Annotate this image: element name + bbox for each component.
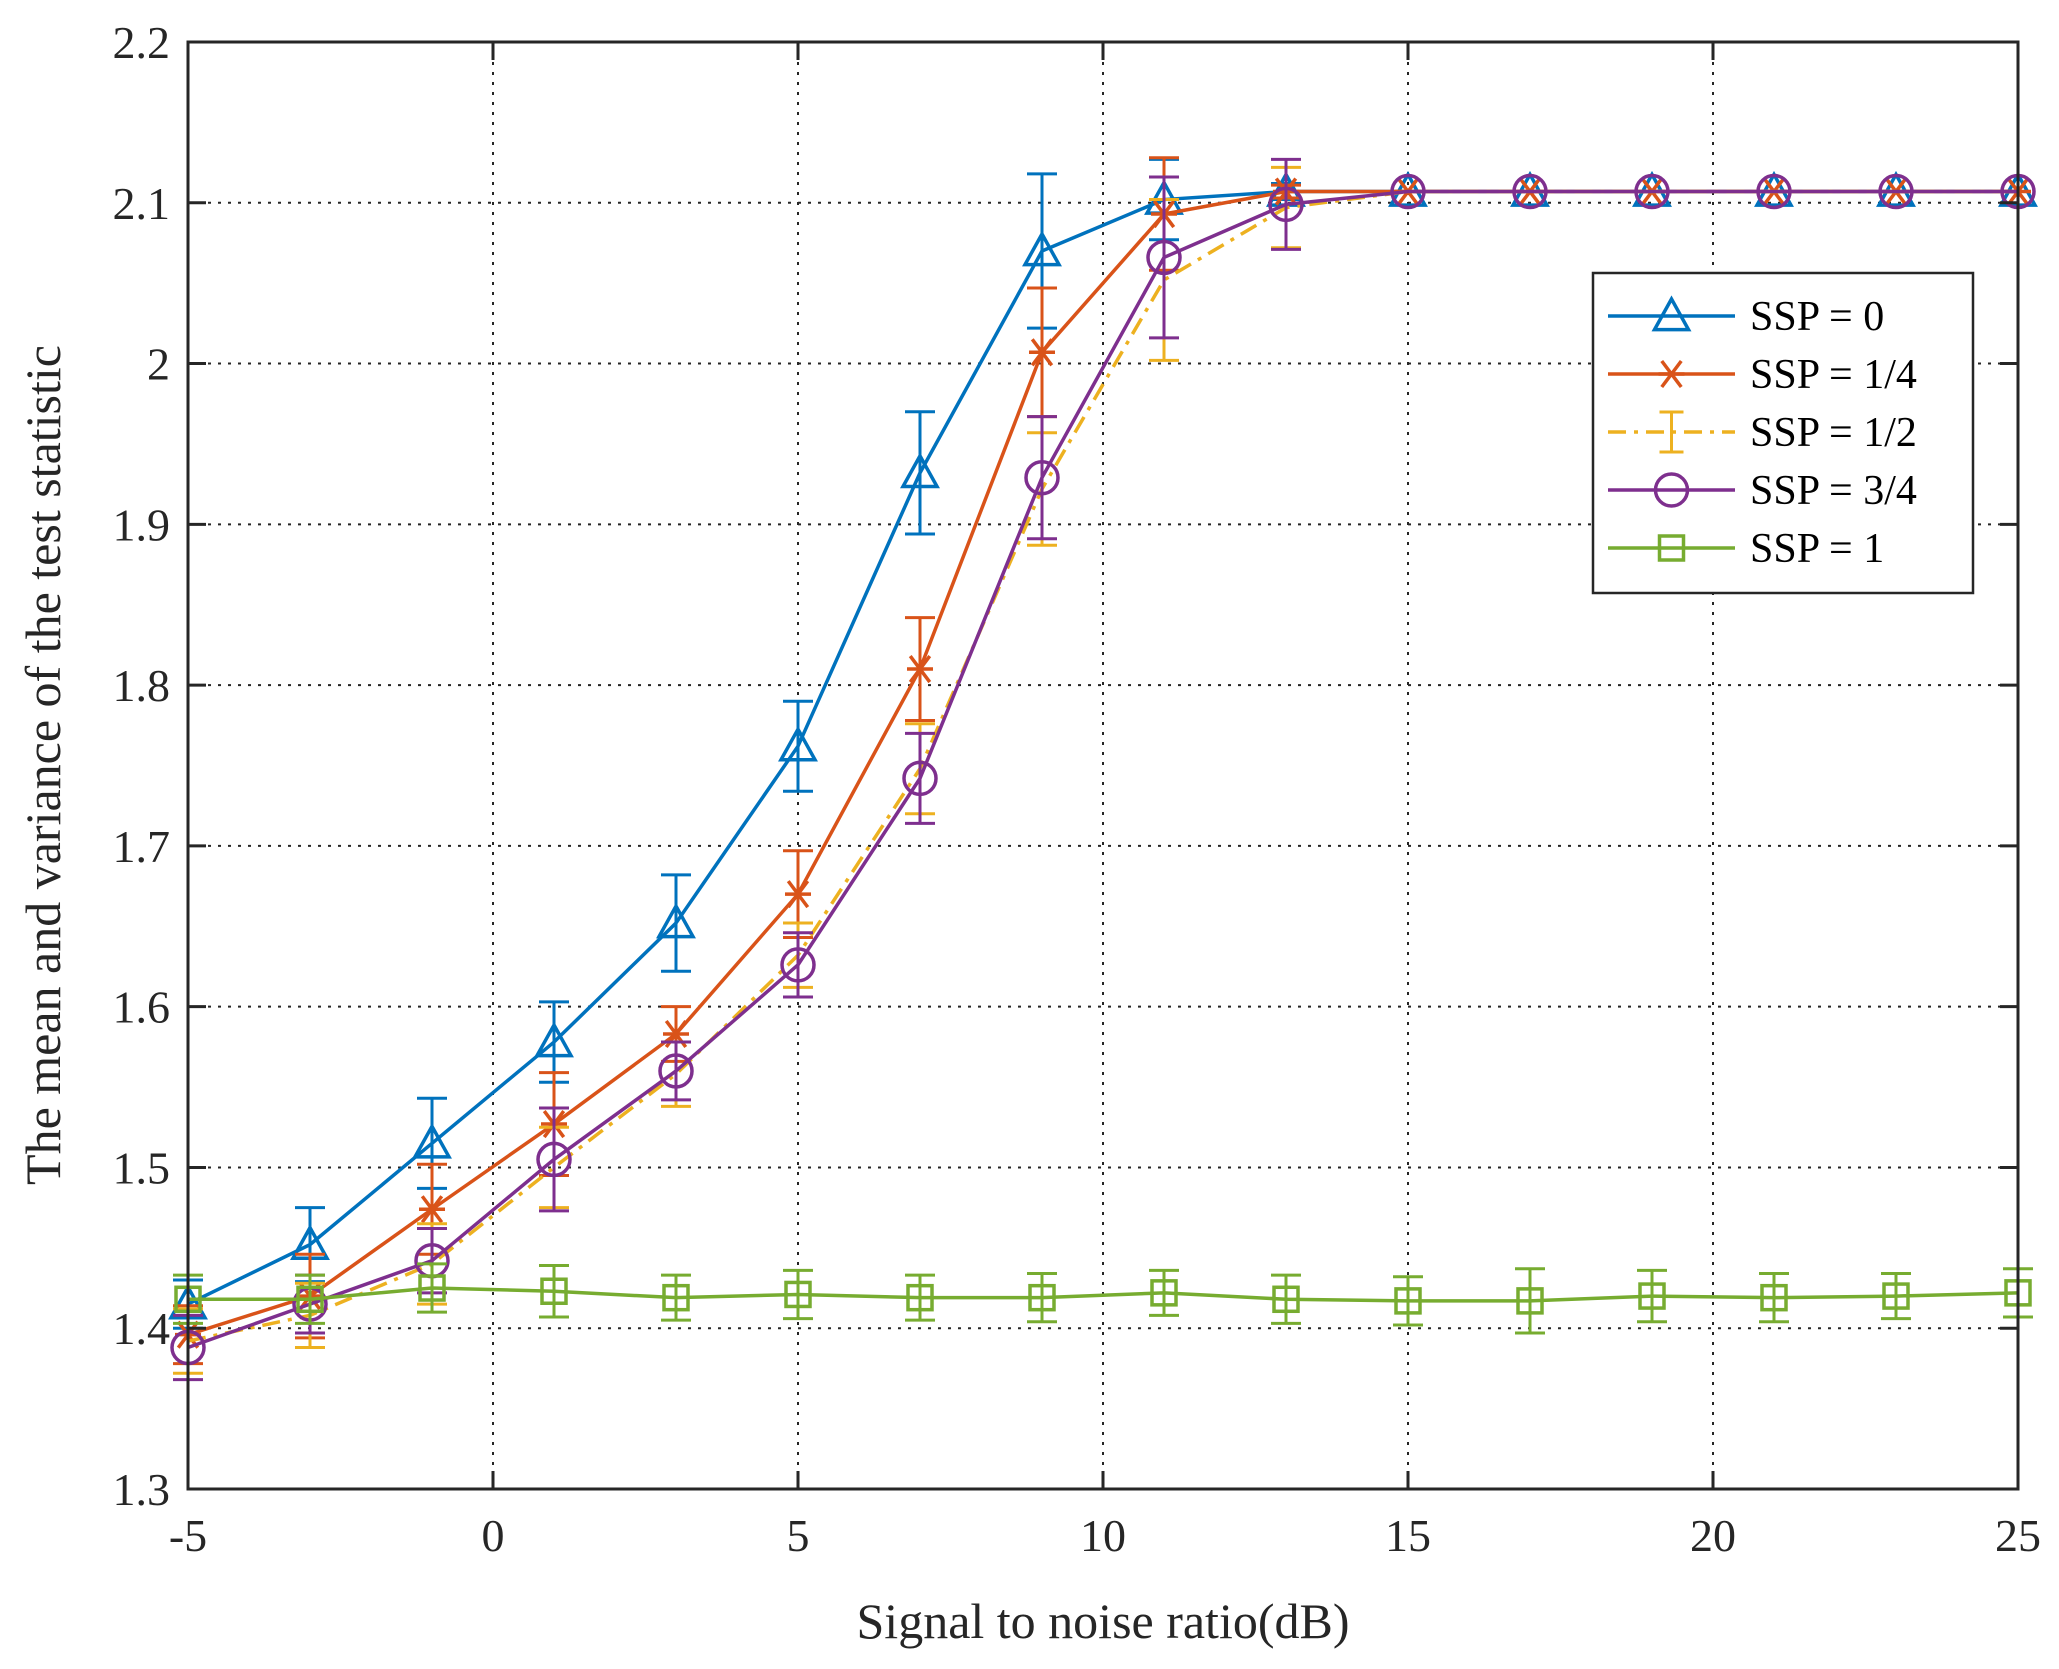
square-marker (662, 1283, 690, 1312)
x-tick-label: 25 (1995, 1510, 2041, 1561)
axis-ticks (186, 40, 2020, 1491)
asterisk-stroke (420, 1195, 444, 1224)
square-marker (784, 1280, 812, 1309)
series-line (187, 189, 2018, 1343)
circle-marker (1146, 239, 1182, 276)
y-tick-label: 1.8 (113, 660, 171, 711)
asterisk-marker (1658, 359, 1685, 389)
square-marker (1657, 534, 1686, 562)
x-tick-label: 0 (482, 1510, 505, 1561)
x-tick-label: 10 (1080, 1510, 1126, 1561)
y-tick-label: 2.2 (113, 17, 171, 68)
asterisk-stroke (1030, 338, 1054, 367)
asterisk-stroke (908, 654, 932, 684)
circle-marker (658, 1053, 694, 1089)
legend-label: SSP = 1/4 (1750, 352, 1917, 398)
y-tick-label: 1.6 (113, 982, 171, 1033)
x-axis-label: Signal to noise ratio(dB) (857, 1593, 1350, 1649)
legend-item: SSP = 3/4 (1608, 468, 1917, 514)
asterisk-stroke (1660, 359, 1683, 389)
triangle-marker (900, 452, 940, 489)
x-tick-label: 20 (1690, 1510, 1736, 1561)
square-marker (540, 1277, 568, 1305)
asterisk-marker (907, 654, 933, 684)
legend-label: SSP = 1/2 (1750, 410, 1917, 456)
legend-label: SSP = 1 (1750, 526, 1884, 572)
x-tick-labels: -5 0 5 10 15 20 25 (169, 1510, 2041, 1561)
circle-marker (1512, 173, 1548, 210)
circle-marker (902, 760, 938, 797)
square-marker (1394, 1287, 1422, 1315)
square-marker (1638, 1282, 1666, 1310)
square-marker (1028, 1283, 1056, 1312)
legend: SSP = 0 SSP = 1/4 SSP = 1/2 SSP = 3/4 SSP = … (1591, 271, 1975, 595)
series-layer (168, 156, 2038, 1382)
x-tick-label: 5 (787, 1510, 810, 1561)
y-axis-label: The mean and variance of the test statis… (15, 345, 71, 1185)
square-marker (1516, 1287, 1544, 1315)
asterisk-marker (1029, 338, 1055, 367)
asterisk-stroke (786, 880, 810, 909)
y-tick-label: 1.9 (113, 499, 171, 550)
square-marker (418, 1274, 446, 1302)
y-tick-labels: 1.3 1.4 1.5 1.6 1.7 1.8 1.9 2 2.1 2.2 (113, 17, 171, 1515)
square-marker (906, 1283, 934, 1312)
square-marker (1882, 1282, 1910, 1310)
y-tick-label: 1.7 (113, 821, 171, 872)
legend-item: SSP = 1 (1608, 526, 1884, 572)
legend-label: SSP = 3/4 (1750, 468, 1917, 514)
y-tick-label: 1.4 (113, 1303, 171, 1354)
triangle-marker (534, 1021, 574, 1058)
y-tick-label: 1.3 (113, 1464, 171, 1515)
circle-marker (536, 1141, 572, 1178)
triangle-marker (778, 725, 818, 762)
y-tick-label: 2 (147, 339, 170, 390)
asterisk-marker (419, 1195, 445, 1224)
circle-marker (1024, 459, 1060, 496)
asterisk-marker (785, 880, 811, 909)
triangle-marker (1022, 230, 1062, 267)
series-4 (173, 1262, 2033, 1335)
triangle-marker (412, 1122, 452, 1159)
y-tick-label: 2.1 (113, 178, 171, 229)
x-tick-label: -5 (169, 1510, 207, 1561)
circle-marker (780, 947, 816, 983)
circle-marker (1390, 173, 1426, 210)
square-marker (1760, 1283, 1788, 1312)
circle-marker (1634, 173, 1670, 210)
circle-marker (1878, 173, 1914, 210)
circle-marker (1268, 186, 1304, 223)
legend-item: SSP = 1/2 (1608, 410, 1917, 456)
square-marker (1272, 1285, 1300, 1314)
triangle-marker (656, 902, 696, 939)
x-tick-label: 15 (1385, 1510, 1431, 1561)
square-marker (1150, 1279, 1178, 1307)
circle-marker (1756, 173, 1792, 210)
legend-item: SSP = 1/4 (1608, 352, 1917, 398)
circle-marker (1653, 472, 1690, 508)
legend-item: SSP = 0 (1608, 294, 1884, 340)
legend-label: SSP = 0 (1750, 294, 1884, 340)
plot-area (188, 42, 2018, 1489)
series-line (188, 1286, 2019, 1303)
series-line (187, 189, 2018, 1350)
triangle-marker (1651, 295, 1692, 332)
y-tick-label: 1.5 (113, 1142, 171, 1193)
square-marker (296, 1285, 324, 1314)
